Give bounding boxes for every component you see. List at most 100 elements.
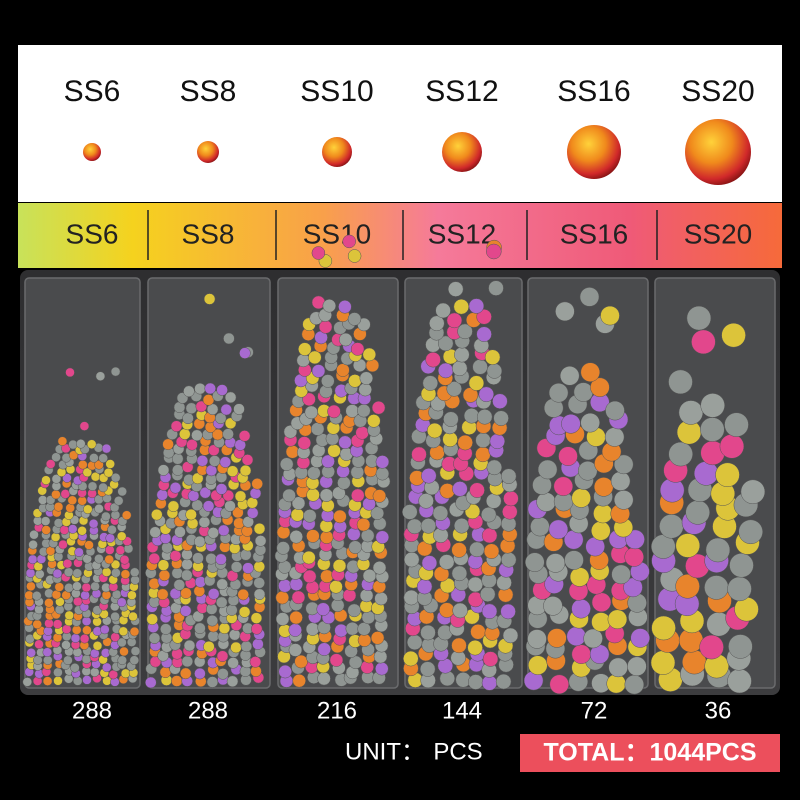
- rhinestone: [186, 439, 198, 451]
- rhinestone: [105, 533, 115, 543]
- rhinestone: [406, 518, 423, 535]
- rhinestone: [61, 640, 71, 650]
- rhinestone: [348, 374, 362, 388]
- rhinestone: [254, 535, 267, 547]
- rhinestone: [111, 568, 121, 578]
- rhinestone: [457, 434, 473, 451]
- rhinestone: [375, 466, 390, 481]
- rhinestone: [420, 624, 436, 641]
- rhinestone: [345, 621, 360, 636]
- rhinestone: [488, 280, 504, 296]
- rhinestone: [206, 676, 219, 688]
- rhinestone: [233, 403, 245, 415]
- rhinestone: [65, 367, 75, 378]
- rhinestone: [72, 581, 82, 591]
- rhinestone: [548, 519, 569, 540]
- rhinestone: [187, 490, 200, 502]
- rhinestone: [611, 564, 631, 585]
- rhinestone: [289, 610, 303, 625]
- rhinestone: [215, 596, 228, 609]
- rhinestone: [728, 634, 753, 659]
- rhinestone: [337, 476, 351, 490]
- rhinestone: [291, 496, 306, 510]
- rhinestone: [92, 641, 103, 651]
- rhinestone: [500, 552, 517, 568]
- rhinestone: [451, 637, 467, 654]
- rhinestone: [347, 527, 361, 541]
- rhinestone: [571, 644, 592, 664]
- rhinestone: [246, 507, 259, 519]
- rhinestone: [347, 603, 361, 618]
- rhinestone: [411, 446, 427, 463]
- rhinestone: [357, 633, 372, 647]
- rhinestone: [476, 326, 492, 342]
- rhinestone: [50, 532, 61, 542]
- rhinestone: [627, 656, 647, 677]
- rhinestone: [206, 614, 219, 627]
- rhinestone: [304, 405, 319, 420]
- rhinestone: [63, 655, 73, 666]
- rhinestone: [700, 417, 725, 442]
- rhinestone: [43, 655, 53, 665]
- rhinestone: [593, 477, 614, 497]
- rhinestone: [605, 400, 625, 421]
- rhinestone: [547, 628, 567, 648]
- rhinestone: [53, 502, 64, 512]
- rhinestone: [527, 629, 547, 649]
- total-badge: [520, 734, 780, 772]
- rhinestone: [253, 560, 266, 573]
- rhinestone: [194, 382, 206, 395]
- rhinestone: [156, 489, 169, 501]
- rhinestone: [651, 615, 676, 641]
- rhinestone: [536, 492, 556, 512]
- rhinestone: [573, 382, 594, 402]
- rhinestone: [403, 589, 420, 606]
- rhinestone: [486, 243, 502, 260]
- rhinestone: [199, 486, 212, 499]
- rhinestone: [439, 602, 455, 618]
- rhinestone: [288, 643, 303, 657]
- rhinestone: [476, 409, 493, 425]
- rhinestone: [32, 591, 42, 601]
- rhinestone: [715, 462, 740, 488]
- rhinestone: [678, 400, 704, 425]
- band-label: SS8: [182, 218, 235, 249]
- rhinestone: [161, 541, 173, 554]
- rhinestone: [94, 503, 104, 514]
- rhinestone: [253, 588, 266, 601]
- rhinestone: [452, 481, 468, 497]
- rhinestone: [475, 432, 491, 448]
- rhinestone: [454, 346, 470, 363]
- rhinestone: [481, 603, 498, 620]
- rhinestone: [79, 633, 90, 644]
- rhinestone: [700, 393, 725, 418]
- rhinestone: [129, 655, 140, 665]
- rhinestone: [429, 315, 445, 332]
- rhinestone: [185, 402, 198, 415]
- rhinestone: [500, 468, 517, 484]
- rhinestone: [53, 676, 63, 686]
- rhinestone: [22, 677, 33, 687]
- rhinestone: [172, 464, 184, 476]
- size-label: SS16: [557, 75, 630, 108]
- rhinestone: [51, 489, 61, 500]
- rhinestone: [51, 452, 61, 462]
- rhinestone: [608, 657, 628, 678]
- rhinestone: [249, 487, 262, 500]
- rhinestone: [52, 568, 63, 579]
- rhinestone: [53, 518, 64, 528]
- rhinestone: [83, 504, 93, 515]
- rhinestone: [215, 483, 228, 495]
- rhinestone: [58, 539, 68, 550]
- rhinestone: [484, 349, 501, 365]
- rhinestone: [181, 558, 193, 571]
- rhinestone: [224, 500, 236, 512]
- rhinestone: [239, 347, 251, 359]
- rhinestone: [202, 500, 215, 512]
- rhinestone: [230, 561, 243, 573]
- rhinestone: [419, 661, 436, 677]
- rhinestone: [370, 506, 385, 520]
- rhinestone: [480, 506, 497, 523]
- rhinestone: [291, 590, 306, 605]
- rhinestone: [101, 443, 112, 454]
